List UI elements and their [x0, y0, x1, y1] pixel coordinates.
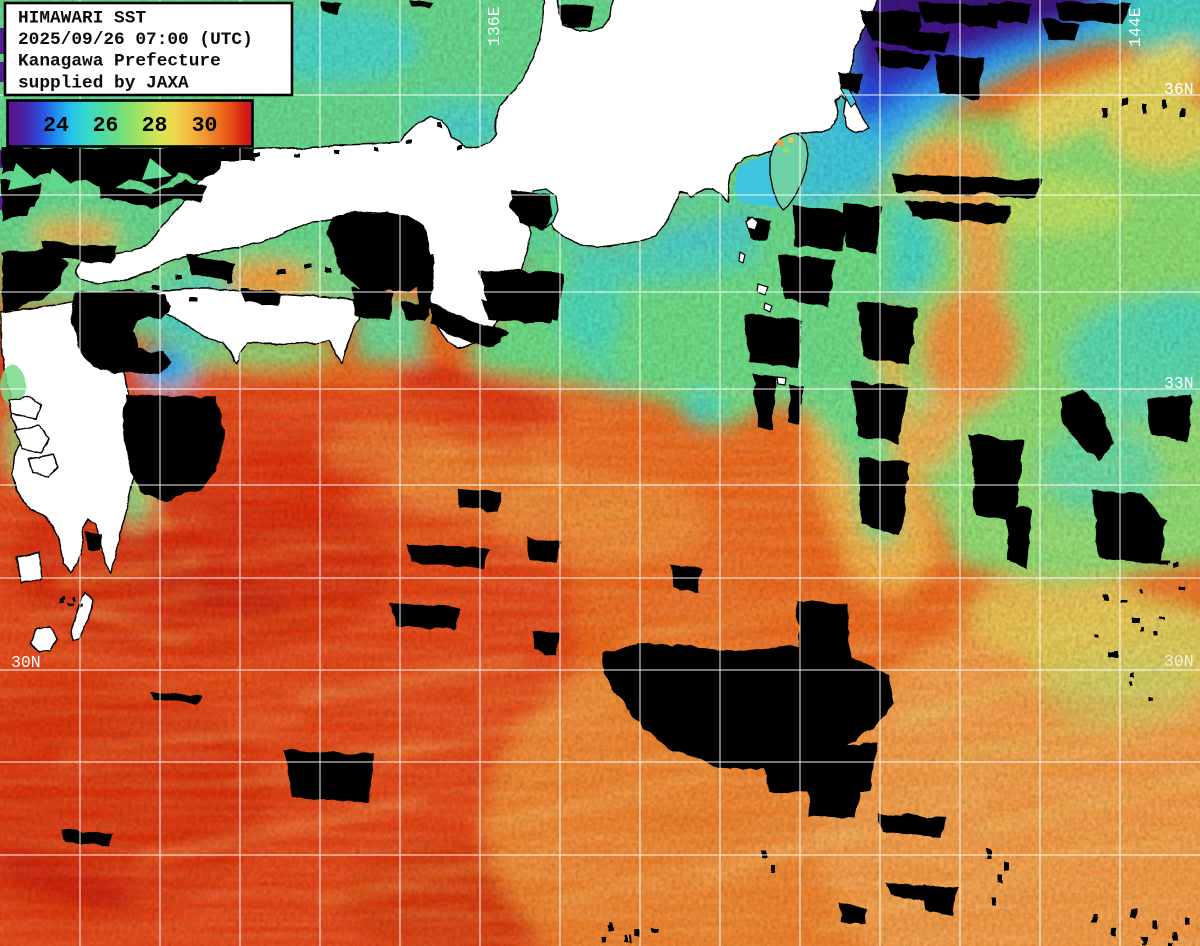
svg-text:2025/09/26 07:00 (UTC): 2025/09/26 07:00 (UTC): [18, 30, 253, 50]
svg-text:144E: 144E: [1126, 7, 1145, 47]
svg-text:30N: 30N: [1164, 652, 1194, 671]
svg-text:36N: 36N: [1164, 80, 1194, 99]
svg-text:supplied by JAXA: supplied by JAXA: [18, 73, 189, 93]
svg-text:33N: 33N: [1164, 374, 1194, 393]
svg-text:136E: 136E: [485, 6, 504, 46]
svg-text:24: 24: [43, 114, 69, 138]
svg-text:HIMAWARI SST: HIMAWARI SST: [18, 9, 146, 29]
svg-text:30: 30: [192, 114, 218, 138]
svg-text:28: 28: [142, 114, 168, 138]
svg-text:Kanagawa Prefecture: Kanagawa Prefecture: [18, 52, 221, 72]
svg-text:26: 26: [93, 114, 119, 138]
svg-text:30N: 30N: [11, 653, 41, 672]
